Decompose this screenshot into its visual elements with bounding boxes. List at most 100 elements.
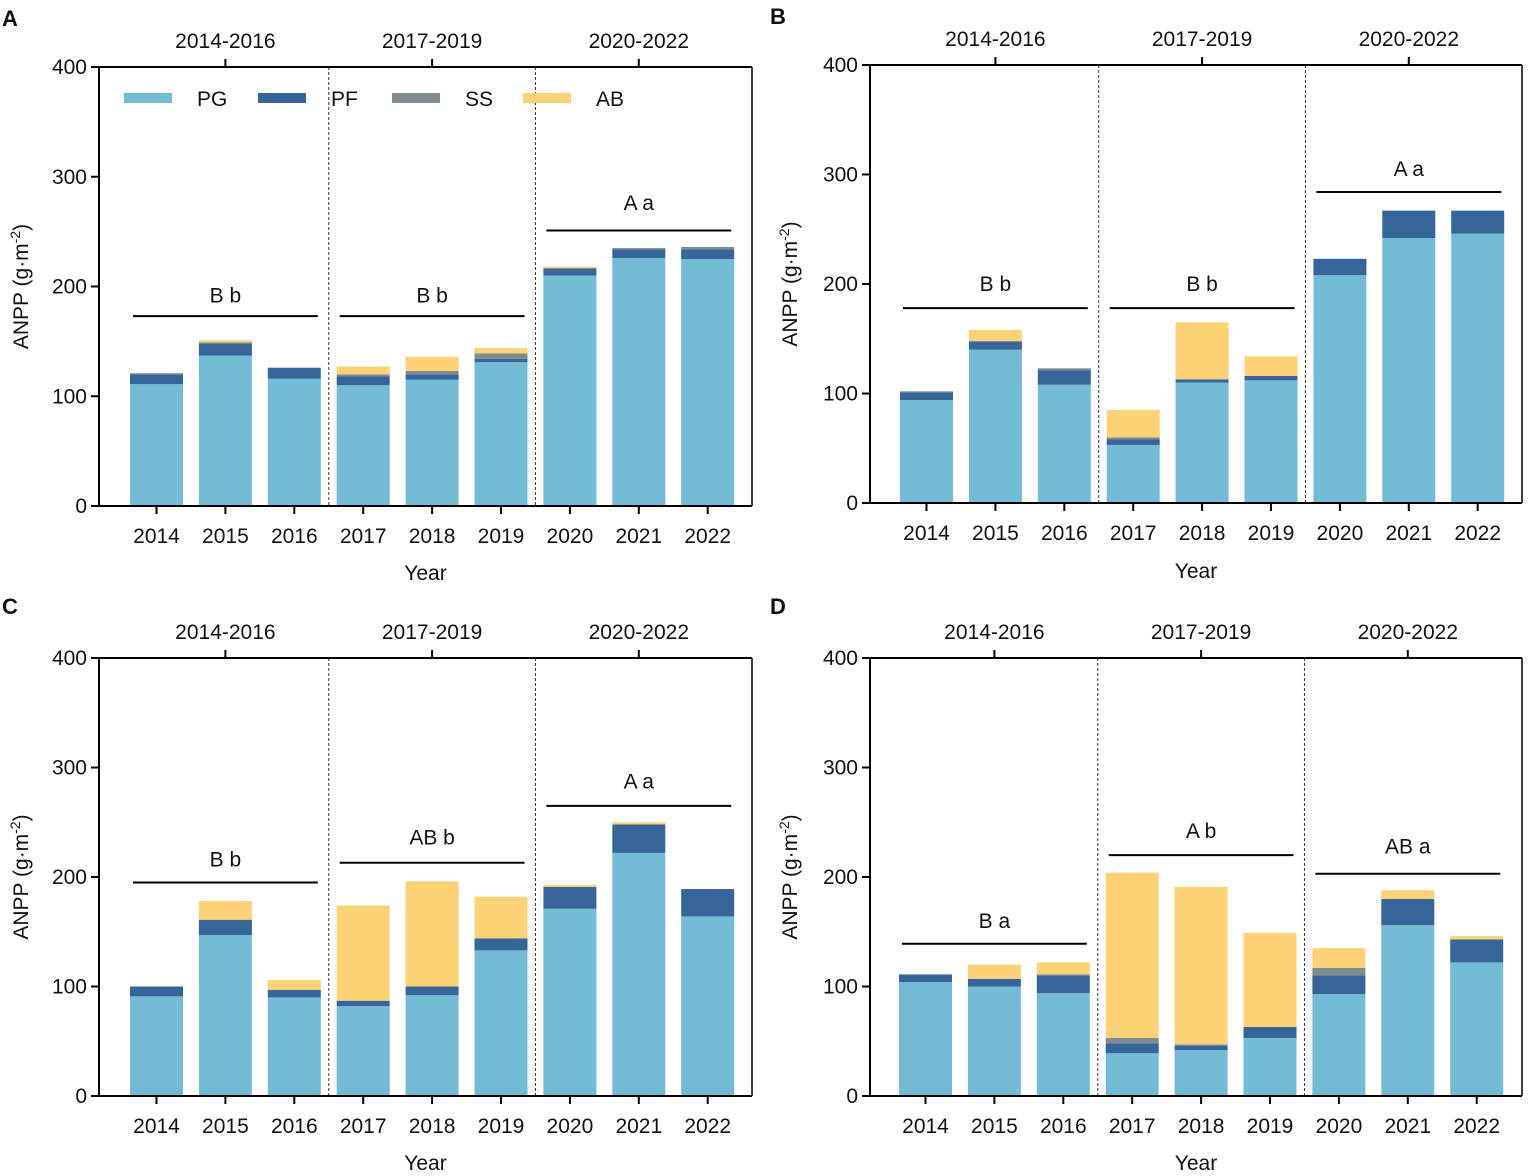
bar-pg-2015 [968,349,1022,503]
bar-ab-2018 [405,881,459,987]
bar-pg-2016 [1036,993,1090,1096]
bar-pf-2017 [336,1000,390,1007]
bar-pf-2018 [1175,379,1229,383]
bar-pf-2016 [1037,370,1091,385]
x-tick-label: 2016 [271,1115,318,1138]
y-axis-title-sup: -2 [776,821,792,834]
bar-pf-2014 [900,392,953,401]
bar-pg-2014 [899,982,952,1096]
x-axis-title: Year [1175,1152,1217,1175]
bar-ab-2019 [474,896,528,939]
bar-pg-2021 [612,257,666,506]
period-label: 2014-2016 [945,28,1045,51]
bar-pg-2019 [474,950,528,1096]
bar-pf-2016 [267,367,321,379]
bar-pg-2014 [900,400,953,503]
bar-pf-2020 [543,268,597,276]
bar-pg-2018 [1175,382,1229,503]
legend-label-ab: AB [596,88,624,111]
significance-label: B b [1186,273,1218,296]
bar-pf-2018 [405,374,459,380]
x-tick-label: 2020 [547,1115,594,1138]
bar-pg-2015 [198,355,252,506]
bar-pf-2014 [899,974,952,983]
bar-ss-2019 [474,353,528,359]
bar-pf-2022 [1450,939,1504,963]
bar-pf-2021 [1381,898,1435,926]
x-tick-label: 2018 [1178,1115,1225,1138]
period-label: 2020-2022 [589,30,689,53]
bar-pg-2017 [1105,1053,1159,1096]
y-tick-label: 0 [75,495,87,518]
bar-pf-2018 [405,986,459,996]
period-label: 2020-2022 [1359,28,1459,51]
y-axis-title-end: ) [10,224,33,231]
bar-ab-2015 [968,329,1022,341]
x-tick-label: 2018 [409,525,456,548]
bar-ss-2015 [198,342,252,344]
y-tick-label: 400 [52,647,87,670]
x-tick-label: 2022 [684,1115,731,1138]
x-tick-label: 2021 [1385,522,1432,545]
x-tick-label: 2015 [971,1115,1018,1138]
bar-pf-2019 [1244,375,1298,381]
bar-ss-2017 [1105,1037,1159,1044]
bar-ab-2020 [543,266,597,268]
y-tick-label: 400 [823,54,858,77]
bar-ss-2021 [612,248,666,250]
bar-pf-2017 [336,376,390,386]
bar-pg-2015 [967,986,1021,1096]
bar-pf-2016 [1036,975,1090,994]
x-axis-title: Year [404,562,446,585]
bar-pf-2019 [474,358,528,363]
bar-pg-2015 [198,935,252,1096]
bar-pg-2018 [1174,1050,1228,1096]
y-tick-label: 400 [52,56,87,79]
x-tick-label: 2015 [972,522,1019,545]
period-label: 2020-2022 [589,621,689,644]
bar-pf-2018 [1174,1045,1228,1051]
x-tick-label: 2020 [547,525,594,548]
period-label: 2020-2022 [1358,621,1458,644]
panel-b: B 0 100 200 300 400 2014 2015 2016 2017 2018 2019 20… [770,4,1523,583]
bar-ab-2019 [1243,932,1297,1028]
x-tick-label: 2014 [133,525,180,548]
bar-pg-2020 [1313,275,1367,503]
y-tick-label: 100 [823,976,858,999]
bar-ss-2015 [968,340,1022,343]
bar-ss-2017 [336,374,390,377]
bar-pg-2017 [336,385,390,506]
bar-pg-2019 [1244,380,1298,503]
significance-label: B b [210,848,242,871]
significance-label: B b [210,284,242,307]
legend-swatch-pf [258,93,306,103]
y-axis-title-sup: -2 [776,228,792,241]
y-tick-label: 0 [846,1085,858,1108]
period-label: 2017-2019 [382,30,482,53]
bar-ab-2015 [198,340,252,343]
bar-ss-2018 [405,371,459,375]
y-tick-label: 0 [75,1085,87,1108]
bar-pg-2014 [130,996,183,1096]
bar-ss-2020 [1312,967,1366,976]
panel-letter: D [770,594,786,619]
legend-label-pf: PF [331,88,358,111]
bar-pf-2015 [967,978,1021,987]
legend-label-ss: SS [465,88,493,111]
bar-pg-2016 [267,997,321,1096]
legend-swatch-ab [523,93,571,103]
y-axis-title-end: ) [779,221,802,228]
bar-pg-2018 [405,379,459,506]
bar-pf-2020 [1313,258,1367,276]
bar-ss-2020 [543,267,597,269]
bar-ab-2017 [1105,872,1159,1038]
bar-pf-2017 [1106,439,1160,445]
bar-pg-2021 [612,852,666,1096]
bar-pg-2021 [1382,238,1436,503]
bar-pg-2022 [681,916,735,1096]
bar-pg-2022 [681,259,735,506]
x-tick-label: 2018 [1179,522,1226,545]
bar-pf-2014 [130,986,183,997]
x-tick-label: 2016 [271,525,318,548]
bar-pf-2022 [1451,210,1505,234]
